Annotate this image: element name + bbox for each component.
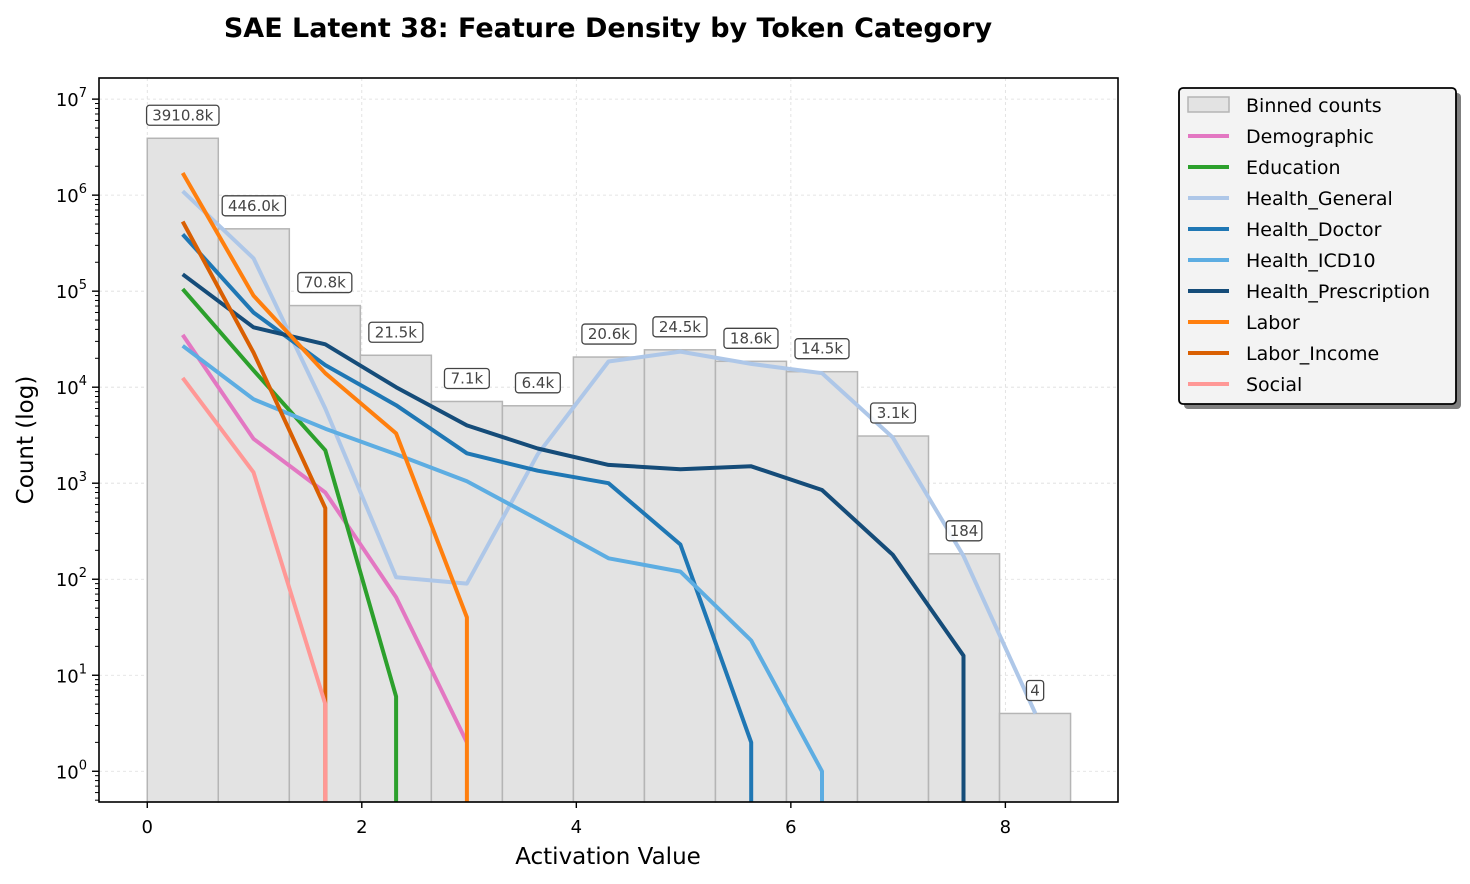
series-line-health-prescription: [181, 272, 966, 802]
y-tick-label: 105: [56, 278, 87, 303]
svg-text:7.1k: 7.1k: [451, 369, 484, 387]
bar-count-label: 3.1k: [869, 402, 917, 424]
svg-text:Health_General: Health_General: [1246, 188, 1393, 210]
y-tick-label: 101: [56, 662, 87, 687]
histogram-bar: [998, 712, 1072, 803]
svg-text:21.5k: 21.5k: [375, 323, 417, 341]
histogram-bars: [146, 137, 1072, 803]
legend-item-health-doctor: Health_Doctor: [1188, 219, 1382, 241]
svg-text:Labor_Income: Labor_Income: [1246, 343, 1379, 365]
series-line-social: [181, 376, 328, 802]
svg-text:Labor: Labor: [1246, 312, 1300, 334]
x-axis-label: Activation Value: [515, 844, 701, 870]
plot-frame: [98, 77, 1119, 803]
legend: Binned counts Demographic Education Health_…: [1178, 87, 1461, 409]
series-line-demographic: [181, 333, 469, 744]
legend-box: [1178, 87, 1457, 405]
legend-item-health-icd10: Health_ICD10: [1188, 250, 1376, 272]
bar-count-label: 446.0k: [221, 195, 287, 217]
y-tick-label: 104: [56, 374, 87, 399]
legend-item-health-prescription: Health_Prescription: [1188, 281, 1430, 303]
y-axis-ticks: 100 101 102 103 104 105 106 107: [56, 86, 99, 801]
x-tick-label: 0: [142, 817, 153, 838]
svg-text:20.6k: 20.6k: [588, 325, 630, 343]
histogram-bar: [643, 349, 717, 803]
series-line-health-icd10: [181, 344, 824, 802]
svg-text:24.5k: 24.5k: [659, 318, 701, 336]
bar-count-label: 14.5k: [794, 338, 850, 360]
series-lines: [180, 171, 1038, 802]
svg-text:3910.8k: 3910.8k: [152, 106, 213, 124]
svg-text:6.4k: 6.4k: [522, 374, 555, 392]
bar-count-label: 184: [945, 520, 983, 542]
bar-count-label: 4: [1025, 679, 1045, 702]
svg-text:446.0k: 446.0k: [228, 197, 280, 215]
y-tick-label: 103: [56, 470, 87, 495]
svg-text:Demographic: Demographic: [1246, 126, 1374, 148]
svg-text:4: 4: [1030, 681, 1040, 699]
svg-text:Education: Education: [1246, 157, 1341, 179]
svg-text:70.8k: 70.8k: [304, 274, 346, 292]
legend-item-binned-counts: Binned counts: [1187, 95, 1382, 117]
x-tick-label: 2: [356, 817, 367, 838]
histogram-bar: [146, 137, 220, 803]
svg-text:184: 184: [950, 522, 979, 540]
svg-text:Social: Social: [1246, 374, 1302, 396]
y-tick-label: 107: [56, 86, 87, 111]
bar-count-label: 24.5k: [652, 316, 708, 338]
legend-item-education: Education: [1188, 157, 1341, 179]
series-line-health-doctor: [181, 233, 754, 802]
x-axis-ticks: 0 2 4 6 8: [142, 802, 1011, 838]
svg-text:18.6k: 18.6k: [730, 329, 772, 347]
bar-count-label: 7.1k: [443, 367, 490, 390]
legend-item-labor: Labor: [1188, 312, 1300, 334]
bar-count-label: 3910.8k: [145, 104, 220, 126]
y-tick-label: 100: [56, 758, 87, 783]
svg-text:Health_Prescription: Health_Prescription: [1246, 281, 1430, 303]
legend-item-social: Social: [1188, 374, 1302, 396]
bar-count-label: 20.6k: [581, 323, 637, 345]
series-line-education: [181, 287, 399, 802]
bar-count-labels: 3910.8k 446.0k 70.8k 21.5k 7.1k 6.4k 20.6k 24.5…: [145, 104, 1045, 702]
svg-text:Health_Doctor: Health_Doctor: [1246, 219, 1382, 241]
histogram-bar: [714, 360, 788, 803]
bar-count-label: 18.6k: [723, 327, 779, 349]
chart-title: SAE Latent 38: Feature Density by Token …: [224, 13, 993, 44]
series-line-labor: [180, 171, 469, 802]
y-tick-label: 106: [56, 182, 87, 207]
x-tick-label: 4: [571, 817, 582, 838]
legend-item-health-general: Health_General: [1188, 188, 1393, 210]
series-line-health-general: [181, 189, 1038, 715]
x-tick-label: 8: [1000, 817, 1011, 838]
svg-text:Binned counts: Binned counts: [1246, 95, 1382, 117]
y-tick-label: 102: [56, 566, 87, 591]
bar-count-label: 6.4k: [514, 372, 561, 394]
svg-text:14.5k: 14.5k: [801, 340, 843, 358]
bar-count-label: 21.5k: [368, 321, 424, 343]
x-tick-label: 6: [785, 817, 796, 838]
svg-text:3.1k: 3.1k: [877, 404, 910, 422]
y-axis-label: Count (log): [13, 376, 39, 505]
histogram-bar: [785, 370, 859, 803]
series-line-labor-income: [180, 220, 328, 802]
histogram-bar: [572, 356, 646, 803]
legend-item-demographic: Demographic: [1188, 126, 1374, 148]
histogram-bar: [856, 435, 930, 803]
bar-count-label: 70.8k: [297, 271, 353, 294]
legend-item-labor-income: Labor_Income: [1188, 343, 1379, 365]
svg-text:Health_ICD10: Health_ICD10: [1246, 250, 1376, 272]
